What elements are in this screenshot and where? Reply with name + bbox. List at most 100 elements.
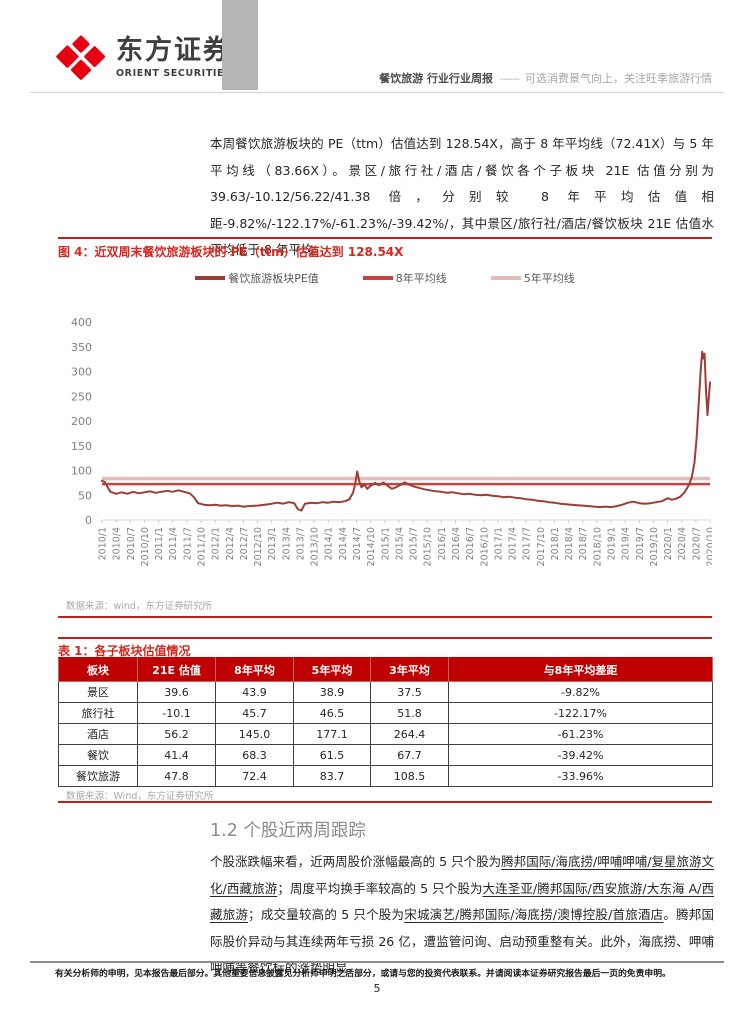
table-cell: -61.23% [448,723,713,745]
legend-label: 8年平均线 [395,272,447,285]
report-title: 可选消费景气向上，关注旺季旅游行情 [525,72,712,85]
table-cell: 餐饮 [58,744,138,766]
x-axis-tick-label: 2016/10 [479,527,490,566]
x-axis-tick-label: 2019/7 [635,527,646,560]
x-axis-tick-label: 2018/10 [592,527,603,566]
table-source-note: 数据来源：Wind，东方证券研究所 [66,791,214,802]
report-header-line: 餐饮旅游 行业行业周报 —— 可选消费景气向上，关注旺季旅游行情 [379,70,712,86]
x-axis-tick-label: 2017/10 [536,527,547,566]
x-axis-tick-label: 2014/10 [366,527,377,566]
x-axis-tick-label: 2016/4 [451,527,462,560]
header-dash: —— [499,72,520,85]
table-row: 酒店 56.2 145.0 177.1 264.4 -61.23% [58,723,713,745]
header-divider-bar [222,0,258,90]
valuation-table: 板块 21E 估值 8年平均 5年平均 3年平均 与8年平均差距 景区 39.6 43.9 38.… [58,657,713,787]
legend-swatch-icon [195,276,226,280]
x-axis-tick-label: 2015/10 [423,527,434,566]
x-axis-tick-label: 2018/1 [550,527,561,560]
legend-swatch-icon [490,276,521,280]
x-axis-tick-label: 2016/7 [465,527,476,560]
legend-item: 餐饮旅游板块PE值 [195,270,319,286]
x-axis-tick-label: 2012/10 [253,527,264,566]
header-rule [30,92,724,93]
table-cell: 177.1 [293,723,371,745]
table-cell: 酒店 [58,723,138,745]
x-axis-tick-label: 2020/4 [677,527,688,560]
brand-name-en: ORIENT SECURITIES [116,68,232,80]
table-header-cell: 8年平均 [215,657,294,682]
table-top-rule [58,637,712,639]
x-axis-tick-label: 2020/7 [691,527,702,560]
x-axis-tick-label: 2015/4 [394,527,405,560]
table-cell: 83.7 [293,765,371,787]
paragraph-text: 。腾邦国际股价异动与其连续两年亏损 26 亿，遭监管问询、启动预重整有关。此外，… [210,907,714,975]
table-cell: -9.82% [448,681,713,703]
x-axis-tick-label: 2017/7 [522,527,533,560]
footer-disclaimer: 有关分析师的申明，见本报告最后部分。其他重要信息披露见分析师申明之后部分，或请与… [55,969,671,979]
x-axis-tick-label: 2014/1 [324,527,335,560]
legend-item: 5年平均线 [490,270,575,286]
y-axis-tick-label: 350 [71,341,92,354]
x-axis-tick-label: 2018/4 [564,527,575,560]
table-cell: -10.1 [137,702,216,724]
y-axis-tick-label: 250 [71,390,92,403]
chart-source-note: 数据来源：wind，东方证券研究所 [66,601,212,612]
table-cell: 72.4 [215,765,294,787]
x-axis-tick-label: 2012/1 [211,527,222,560]
stocks-paragraph: 个股涨跌幅来看，近两周股价涨幅最高的 5 只个股为腾邦国际/海底捞/呷哺呷哺/复… [210,849,714,982]
table-cell: 43.9 [215,681,294,703]
table-cell: 68.3 [215,744,294,766]
x-axis-tick-label: 2011/4 [168,527,179,560]
table-header-cell: 板块 [58,657,138,682]
x-axis-tick-label: 2011/7 [182,527,193,560]
x-axis-tick-label: 2013/1 [267,527,278,560]
y-axis-tick-label: 300 [71,366,92,379]
table-cell: 56.2 [137,723,216,745]
figure-bottom-rule [58,616,712,618]
x-axis-tick-label: 2018/7 [578,527,589,560]
x-axis-tick-label: 2013/7 [295,527,306,560]
table-cell: 旅行社 [58,702,138,724]
table-cell: 46.5 [293,702,371,724]
x-axis-tick-label: 2010/4 [112,527,123,560]
x-axis-tick-label: 2014/7 [352,527,363,560]
legend-item: 8年平均线 [362,270,447,286]
legend-swatch-icon [362,276,393,280]
x-axis-tick-label: 2019/4 [621,527,632,560]
table-row: 餐饮 41.4 68.3 61.5 67.7 -39.42% [58,744,713,766]
x-axis-tick-label: 2011/1 [154,527,165,560]
figure-top-rule [58,237,712,239]
table-cell: 264.4 [370,723,449,745]
x-axis-tick-label: 2012/7 [239,527,250,560]
x-axis-tick-label: 2013/10 [310,527,321,566]
y-axis-tick-label: 100 [71,465,92,478]
x-axis-tick-label: 2015/7 [409,527,420,560]
x-axis-tick-label: 2012/4 [225,527,236,560]
intro-paragraph: 本周餐饮旅游板块的 PE（ttm）估值达到 128.54X，高于 8 年平均线（… [210,136,714,257]
x-axis-tick-label: 2017/1 [493,527,504,560]
brand-text: 东方证券 ORIENT SECURITIES [116,35,232,79]
brand-name-cn: 东方证券 [116,34,232,66]
x-axis-tick-label: 2019/1 [607,527,618,560]
table-cell: 61.5 [293,744,371,766]
x-axis-tick-label: 2020/10 [706,527,713,566]
legend-label: 5年平均线 [523,272,575,285]
table-row: 景区 39.6 43.9 38.9 37.5 -9.82% [58,681,713,703]
legend-label: 餐饮旅游板块PE值 [228,272,319,285]
page-number: 5 [373,982,381,995]
x-axis-tick-label: 2011/10 [196,527,207,566]
x-axis-tick-label: 2013/4 [281,527,292,560]
y-axis-tick-label: 400 [71,316,92,329]
table-row: 餐饮旅游 47.8 72.4 83.7 108.5 -33.96% [58,765,713,787]
chart-legend: 餐饮旅游板块PE值 8年平均线 5年平均线 [58,270,712,286]
table-cell: 51.8 [370,702,449,724]
orient-securities-logo: 东方证券 ORIENT SECURITIES [55,30,232,84]
pe-series-line [101,350,711,512]
table-cell: 108.5 [370,765,449,787]
x-axis-tick-label: 2010/10 [140,527,151,566]
table-cell: 景区 [58,681,138,703]
table-cell: 38.9 [293,681,371,703]
x-axis-tick-label: 2015/1 [380,527,391,560]
paragraph-text: ；周度平均换手率较高的 5 只个股为 [277,880,483,896]
